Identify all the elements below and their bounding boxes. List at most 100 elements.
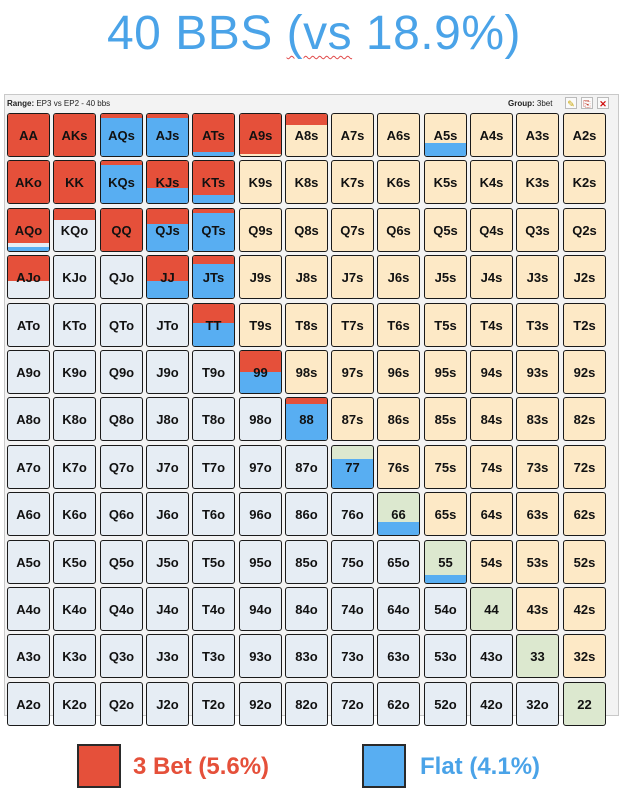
hand-cell-A8s[interactable]: A8s: [285, 113, 328, 157]
hand-cell-A3s[interactable]: A3s: [516, 113, 559, 157]
hand-cell-Q6o[interactable]: Q6o: [100, 492, 143, 536]
hand-cell-K8s[interactable]: K8s: [285, 160, 328, 204]
hand-cell-JTs[interactable]: JTs: [192, 255, 235, 299]
hand-cell-J8s[interactable]: J8s: [285, 255, 328, 299]
hand-cell-A8o[interactable]: A8o: [7, 397, 50, 441]
hand-cell-AKo[interactable]: AKo: [7, 160, 50, 204]
hand-cell-64o[interactable]: 64o: [377, 587, 420, 631]
hand-cell-Q9o[interactable]: Q9o: [100, 350, 143, 394]
hand-cell-AJo[interactable]: AJo: [7, 255, 50, 299]
hand-cell-Q7s[interactable]: Q7s: [331, 208, 374, 252]
hand-cell-QQ[interactable]: QQ: [100, 208, 143, 252]
hand-cell-K7o[interactable]: K7o: [53, 445, 96, 489]
hand-cell-ATo[interactable]: ATo: [7, 303, 50, 347]
hand-cell-Q4s[interactable]: Q4s: [470, 208, 513, 252]
hand-cell-44[interactable]: 44: [470, 587, 513, 631]
hand-cell-AKs[interactable]: AKs: [53, 113, 96, 157]
hand-cell-96o[interactable]: 96o: [239, 492, 282, 536]
hand-cell-72o[interactable]: 72o: [331, 682, 374, 726]
hand-cell-KTo[interactable]: KTo: [53, 303, 96, 347]
hand-cell-J3s[interactable]: J3s: [516, 255, 559, 299]
hand-cell-J9o[interactable]: J9o: [146, 350, 189, 394]
hand-cell-Q3o[interactable]: Q3o: [100, 634, 143, 678]
hand-cell-A4s[interactable]: A4s: [470, 113, 513, 157]
hand-cell-76s[interactable]: 76s: [377, 445, 420, 489]
hand-cell-K2s[interactable]: K2s: [563, 160, 606, 204]
hand-cell-87s[interactable]: 87s: [331, 397, 374, 441]
hand-cell-52o[interactable]: 52o: [424, 682, 467, 726]
hand-cell-32o[interactable]: 32o: [516, 682, 559, 726]
hand-cell-53s[interactable]: 53s: [516, 540, 559, 584]
hand-cell-J7o[interactable]: J7o: [146, 445, 189, 489]
hand-cell-93o[interactable]: 93o: [239, 634, 282, 678]
hand-cell-74s[interactable]: 74s: [470, 445, 513, 489]
hand-cell-Q6s[interactable]: Q6s: [377, 208, 420, 252]
hand-cell-92s[interactable]: 92s: [563, 350, 606, 394]
hand-cell-82s[interactable]: 82s: [563, 397, 606, 441]
hand-cell-92o[interactable]: 92o: [239, 682, 282, 726]
hand-cell-ATs[interactable]: ATs: [192, 113, 235, 157]
hand-cell-T6s[interactable]: T6s: [377, 303, 420, 347]
hand-cell-Q8o[interactable]: Q8o: [100, 397, 143, 441]
hand-cell-33[interactable]: 33: [516, 634, 559, 678]
hand-cell-AQs[interactable]: AQs: [100, 113, 143, 157]
hand-cell-32s[interactable]: 32s: [563, 634, 606, 678]
hand-cell-A9s[interactable]: A9s: [239, 113, 282, 157]
hand-cell-93s[interactable]: 93s: [516, 350, 559, 394]
hand-cell-QTs[interactable]: QTs: [192, 208, 235, 252]
hand-cell-54o[interactable]: 54o: [424, 587, 467, 631]
hand-cell-52s[interactable]: 52s: [563, 540, 606, 584]
hand-cell-J9s[interactable]: J9s: [239, 255, 282, 299]
hand-cell-KTs[interactable]: KTs: [192, 160, 235, 204]
hand-cell-A6s[interactable]: A6s: [377, 113, 420, 157]
hand-cell-K5s[interactable]: K5s: [424, 160, 467, 204]
hand-cell-86s[interactable]: 86s: [377, 397, 420, 441]
edit-icon[interactable]: ✎: [565, 97, 577, 109]
hand-cell-T6o[interactable]: T6o: [192, 492, 235, 536]
hand-cell-A5o[interactable]: A5o: [7, 540, 50, 584]
hand-cell-T7s[interactable]: T7s: [331, 303, 374, 347]
hand-cell-72s[interactable]: 72s: [563, 445, 606, 489]
hand-cell-K4o[interactable]: K4o: [53, 587, 96, 631]
hand-cell-42s[interactable]: 42s: [563, 587, 606, 631]
hand-cell-85o[interactable]: 85o: [285, 540, 328, 584]
hand-cell-75o[interactable]: 75o: [331, 540, 374, 584]
hand-cell-96s[interactable]: 96s: [377, 350, 420, 394]
hand-cell-83s[interactable]: 83s: [516, 397, 559, 441]
hand-cell-66[interactable]: 66: [377, 492, 420, 536]
hand-cell-43s[interactable]: 43s: [516, 587, 559, 631]
hand-cell-K4s[interactable]: K4s: [470, 160, 513, 204]
hand-cell-97s[interactable]: 97s: [331, 350, 374, 394]
hand-cell-98s[interactable]: 98s: [285, 350, 328, 394]
hand-cell-A7s[interactable]: A7s: [331, 113, 374, 157]
hand-cell-QJs[interactable]: QJs: [146, 208, 189, 252]
hand-cell-K9s[interactable]: K9s: [239, 160, 282, 204]
hand-cell-Q8s[interactable]: Q8s: [285, 208, 328, 252]
hand-cell-76o[interactable]: 76o: [331, 492, 374, 536]
hand-cell-Q3s[interactable]: Q3s: [516, 208, 559, 252]
hand-cell-T7o[interactable]: T7o: [192, 445, 235, 489]
hand-cell-84o[interactable]: 84o: [285, 587, 328, 631]
hand-cell-J4o[interactable]: J4o: [146, 587, 189, 631]
hand-cell-73o[interactable]: 73o: [331, 634, 374, 678]
hand-cell-75s[interactable]: 75s: [424, 445, 467, 489]
close-icon[interactable]: ✕: [597, 97, 609, 109]
hand-cell-J2o[interactable]: J2o: [146, 682, 189, 726]
hand-cell-94o[interactable]: 94o: [239, 587, 282, 631]
hand-cell-QTo[interactable]: QTo: [100, 303, 143, 347]
hand-cell-A4o[interactable]: A4o: [7, 587, 50, 631]
hand-cell-T9s[interactable]: T9s: [239, 303, 282, 347]
hand-cell-KJs[interactable]: KJs: [146, 160, 189, 204]
hand-cell-K9o[interactable]: K9o: [53, 350, 96, 394]
hand-cell-T8s[interactable]: T8s: [285, 303, 328, 347]
hand-cell-A2o[interactable]: A2o: [7, 682, 50, 726]
hand-cell-65o[interactable]: 65o: [377, 540, 420, 584]
hand-cell-K3s[interactable]: K3s: [516, 160, 559, 204]
hand-cell-A3o[interactable]: A3o: [7, 634, 50, 678]
hand-cell-63s[interactable]: 63s: [516, 492, 559, 536]
hand-cell-T4o[interactable]: T4o: [192, 587, 235, 631]
hand-cell-A2s[interactable]: A2s: [563, 113, 606, 157]
hand-cell-65s[interactable]: 65s: [424, 492, 467, 536]
hand-cell-T5o[interactable]: T5o: [192, 540, 235, 584]
hand-cell-T5s[interactable]: T5s: [424, 303, 467, 347]
